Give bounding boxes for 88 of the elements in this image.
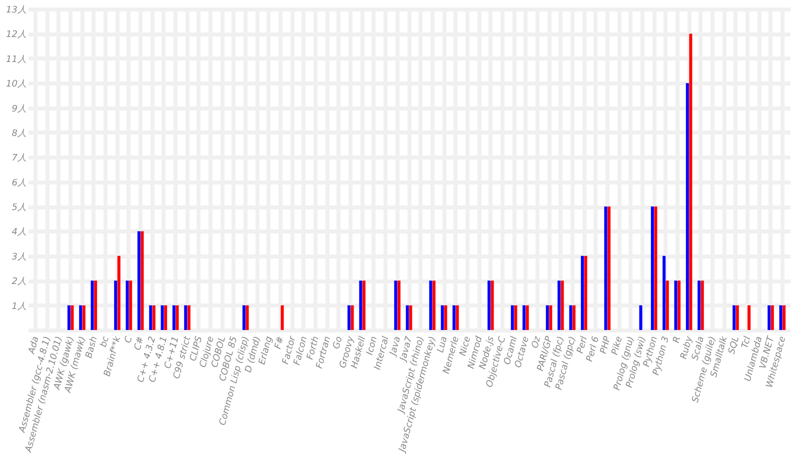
x-tick-label: R bbox=[672, 335, 684, 344]
bar bbox=[82, 305, 86, 330]
bar bbox=[514, 305, 518, 330]
bar bbox=[490, 280, 494, 330]
x-tick-label: Perl bbox=[576, 334, 590, 355]
x-tick-label: SQL bbox=[727, 335, 742, 356]
bar bbox=[662, 256, 666, 330]
bar bbox=[510, 305, 514, 330]
x-tick-label: Octave bbox=[514, 335, 532, 369]
bar bbox=[350, 305, 354, 330]
y-tick-label: 11人 bbox=[6, 54, 26, 65]
bar bbox=[172, 305, 176, 330]
bar bbox=[152, 305, 156, 330]
bar bbox=[488, 280, 491, 330]
bar bbox=[666, 280, 669, 330]
y-tick-label: 5人 bbox=[12, 202, 26, 214]
bar bbox=[114, 280, 118, 330]
x-tick-label: Bash bbox=[84, 335, 100, 360]
bar bbox=[440, 305, 444, 330]
x-tick-label: C bbox=[123, 334, 135, 344]
bar bbox=[452, 305, 456, 330]
bar bbox=[90, 280, 94, 330]
bar bbox=[362, 280, 366, 330]
bar bbox=[639, 305, 642, 330]
bar bbox=[546, 305, 549, 330]
y-tick-label: 1人 bbox=[12, 300, 26, 312]
bar bbox=[160, 305, 164, 330]
bar bbox=[558, 280, 561, 330]
bar bbox=[397, 280, 400, 330]
x-tick-label: F# bbox=[273, 335, 286, 350]
bar bbox=[779, 305, 782, 330]
bar bbox=[242, 305, 246, 330]
bar bbox=[79, 305, 82, 330]
bar bbox=[129, 280, 132, 330]
bar bbox=[429, 280, 432, 330]
y-tick-label: 4人 bbox=[12, 226, 26, 238]
bar bbox=[70, 305, 74, 330]
y-tick-label: 9人 bbox=[12, 103, 26, 114]
bar bbox=[117, 256, 120, 330]
bar bbox=[187, 305, 190, 330]
bar bbox=[456, 305, 459, 330]
bar bbox=[526, 305, 529, 330]
y-tick-label: 13人 bbox=[6, 4, 26, 16]
bar bbox=[394, 280, 398, 330]
bar bbox=[674, 280, 678, 330]
x-tick-label: Go bbox=[332, 334, 345, 350]
bar bbox=[137, 231, 140, 330]
bar bbox=[409, 305, 412, 330]
bar bbox=[782, 305, 786, 330]
bar bbox=[698, 280, 701, 330]
y-tick-label: 8人 bbox=[12, 128, 26, 139]
bar bbox=[432, 280, 436, 330]
bar bbox=[736, 305, 739, 330]
x-tick-label: C# bbox=[133, 335, 146, 352]
bar bbox=[678, 280, 681, 330]
bar bbox=[149, 305, 152, 330]
bar bbox=[164, 305, 168, 330]
y-tick-label: 6人 bbox=[12, 177, 26, 188]
bar bbox=[522, 305, 526, 330]
bar bbox=[67, 305, 70, 330]
bar bbox=[184, 305, 188, 330]
bar bbox=[549, 305, 552, 330]
bar bbox=[280, 305, 284, 330]
bar bbox=[348, 305, 351, 330]
bar bbox=[140, 231, 144, 330]
bar bbox=[748, 305, 751, 330]
bar bbox=[572, 305, 576, 330]
bar bbox=[444, 305, 448, 330]
bar bbox=[732, 305, 736, 330]
bar bbox=[770, 305, 774, 330]
bar bbox=[560, 280, 564, 330]
bar bbox=[768, 305, 771, 330]
bar bbox=[584, 256, 588, 330]
bar bbox=[700, 280, 704, 330]
bar bbox=[569, 305, 572, 330]
y-tick-label: 10人 bbox=[6, 78, 26, 90]
y-tick-label: 12人 bbox=[6, 29, 26, 40]
y-tick-label: 7人 bbox=[12, 152, 26, 164]
x-tick-label: Erlang bbox=[258, 335, 275, 366]
bar bbox=[580, 256, 584, 330]
bar bbox=[126, 280, 129, 330]
bar bbox=[176, 305, 179, 330]
y-tick-label: 3人 bbox=[12, 251, 26, 262]
y-tick-label: 2人 bbox=[12, 276, 26, 288]
bar bbox=[94, 280, 98, 330]
bar bbox=[406, 305, 409, 330]
bar bbox=[246, 305, 249, 330]
bar bbox=[359, 280, 362, 330]
